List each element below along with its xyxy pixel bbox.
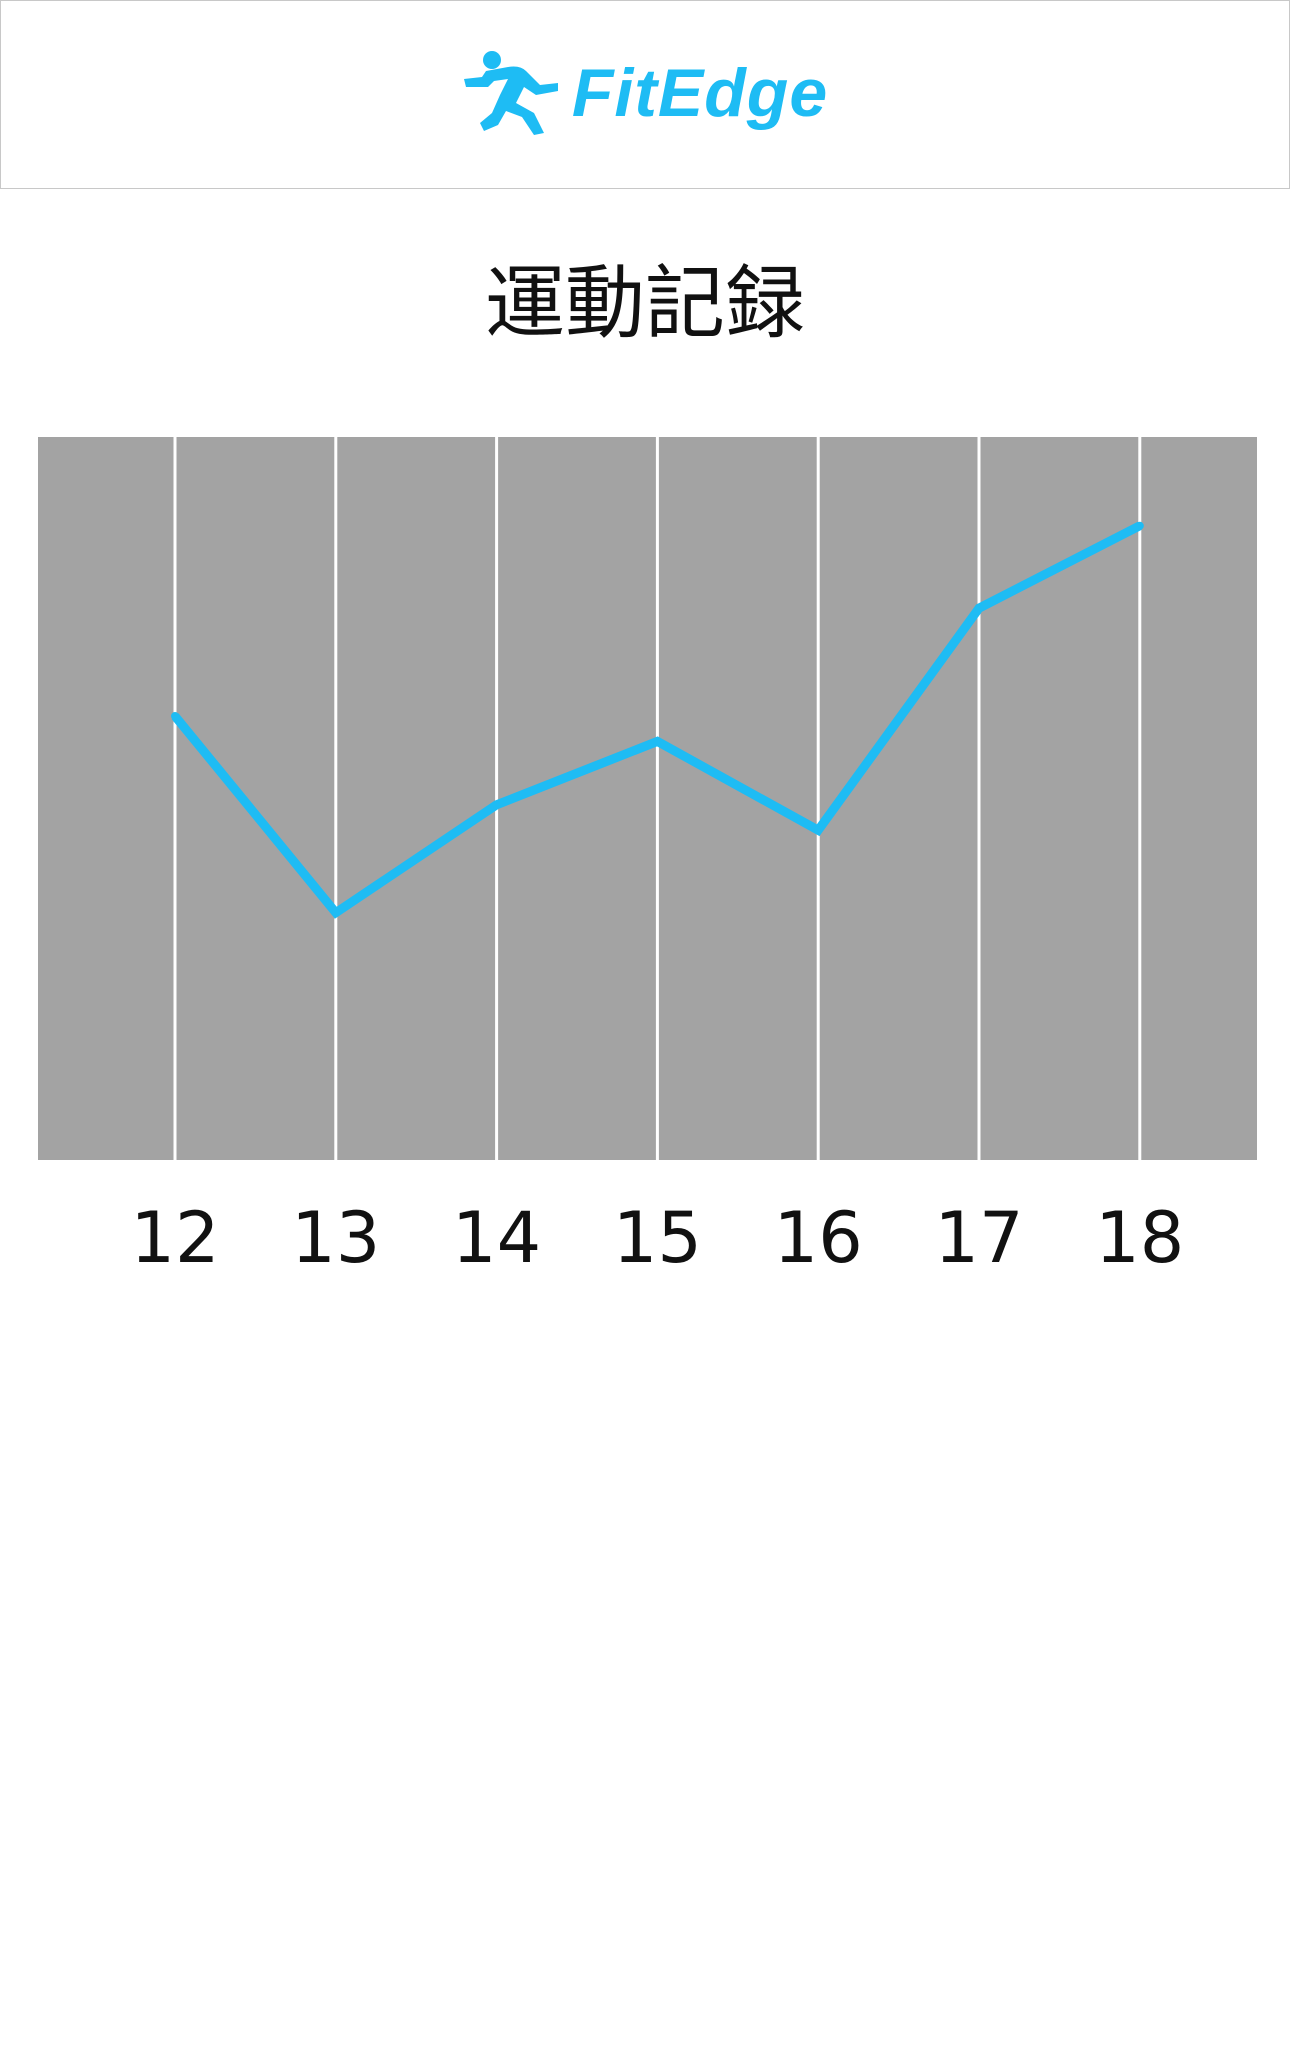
- x-tick-label: 17: [934, 1197, 1023, 1279]
- x-tick-label: 16: [774, 1197, 863, 1279]
- x-tick-label: 12: [130, 1197, 219, 1279]
- x-tick-label: 13: [291, 1197, 380, 1279]
- brand-name: FitEdge: [571, 54, 829, 131]
- data-point-14: [492, 800, 501, 809]
- exercise-chart: 12 13 14 15 16 17 18: [38, 437, 1257, 1279]
- x-tick-label: 14: [452, 1197, 541, 1279]
- x-tick-label: 18: [1095, 1197, 1184, 1279]
- page-title: 運動記録: [485, 257, 805, 350]
- running-person-icon: [463, 50, 558, 135]
- data-point-15: [653, 737, 662, 746]
- data-point-16: [814, 826, 823, 835]
- x-tick-label: 15: [613, 1197, 702, 1279]
- app-header: FitEdge: [0, 0, 1290, 189]
- data-point-17: [975, 604, 983, 613]
- data-point-12: [171, 712, 179, 721]
- plot-area: [38, 437, 1257, 1160]
- data-point-13: [331, 908, 340, 917]
- brand-logo[interactable]: FitEdge: [1, 1, 1289, 188]
- data-point-18: [1135, 521, 1144, 530]
